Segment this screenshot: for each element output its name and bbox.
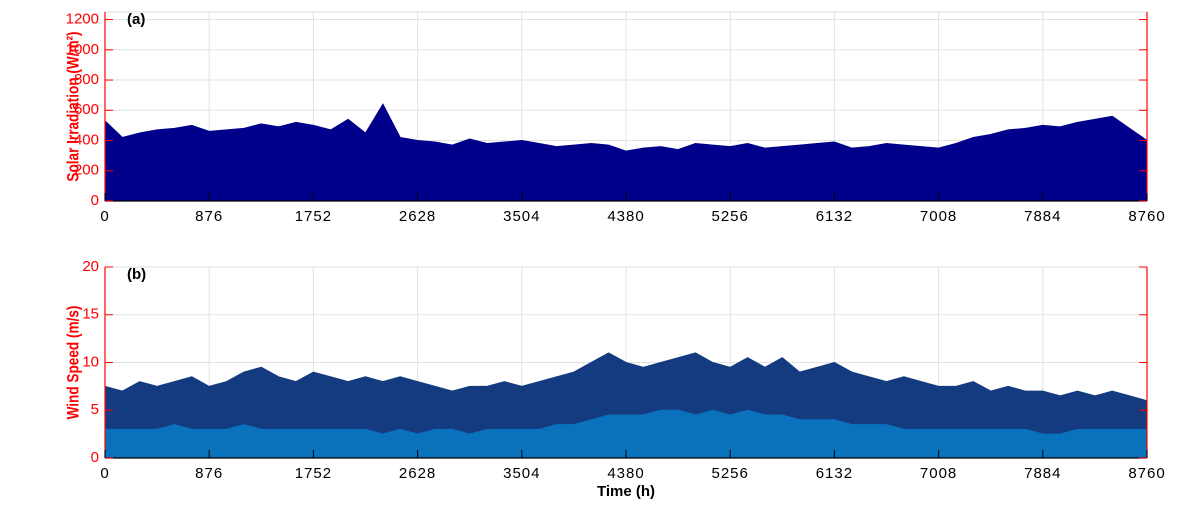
- x-tick-label: 1752: [295, 208, 332, 225]
- x-tick-label: 7008: [920, 208, 957, 225]
- y-tick-label: 1200: [66, 11, 99, 28]
- x-tick-label: 2628: [399, 208, 436, 225]
- panel-label: (a): [127, 11, 145, 28]
- area: [104, 103, 1148, 202]
- y-tick-label: 20: [82, 258, 99, 275]
- y-tick-label: 400: [74, 131, 99, 148]
- x-tick-label: 7008: [920, 465, 957, 482]
- x-tick-label: 876: [195, 208, 223, 225]
- x-tick-label: 7884: [1024, 465, 1061, 482]
- x-tick-label: 4380: [607, 208, 644, 225]
- y-tick-label: 600: [74, 101, 99, 118]
- area: [104, 409, 1148, 459]
- x-tick-label: 876: [195, 465, 223, 482]
- y-tick-label: 200: [74, 162, 99, 179]
- x-tick-label: 6132: [816, 208, 853, 225]
- x-tick-label: 7884: [1024, 208, 1061, 225]
- x-tick-label: 0: [100, 208, 109, 225]
- x-tick-label: 5256: [712, 465, 749, 482]
- x-tick-label: 1752: [295, 465, 332, 482]
- x-tick-label: 3504: [503, 208, 540, 225]
- x-tick-label: 0: [100, 465, 109, 482]
- x-tick-label: 8760: [1128, 208, 1165, 225]
- x-tick-label: 3504: [503, 465, 540, 482]
- panel-label: (b): [127, 266, 146, 283]
- x-axis-label: Time (h): [597, 483, 655, 500]
- x-tick-label: 8760: [1128, 465, 1165, 482]
- y-axis-label: Solar Irradiation (W/m²): [64, 31, 83, 181]
- x-tick-label: 4380: [607, 465, 644, 482]
- y-tick-label: 15: [82, 306, 99, 323]
- y-tick-label: 0: [91, 192, 99, 209]
- x-tick-label: 6132: [816, 465, 853, 482]
- x-tick-label: 2628: [399, 465, 436, 482]
- y-axis-label: Wind Speed (m/s): [64, 306, 83, 420]
- y-tick-label: 800: [74, 71, 99, 88]
- y-tick-label: 10: [82, 353, 99, 370]
- y-tick-label: 0: [91, 449, 99, 466]
- y-tick-label: 1000: [66, 41, 99, 58]
- x-tick-label: 5256: [712, 208, 749, 225]
- y-tick-label: 5: [91, 401, 99, 418]
